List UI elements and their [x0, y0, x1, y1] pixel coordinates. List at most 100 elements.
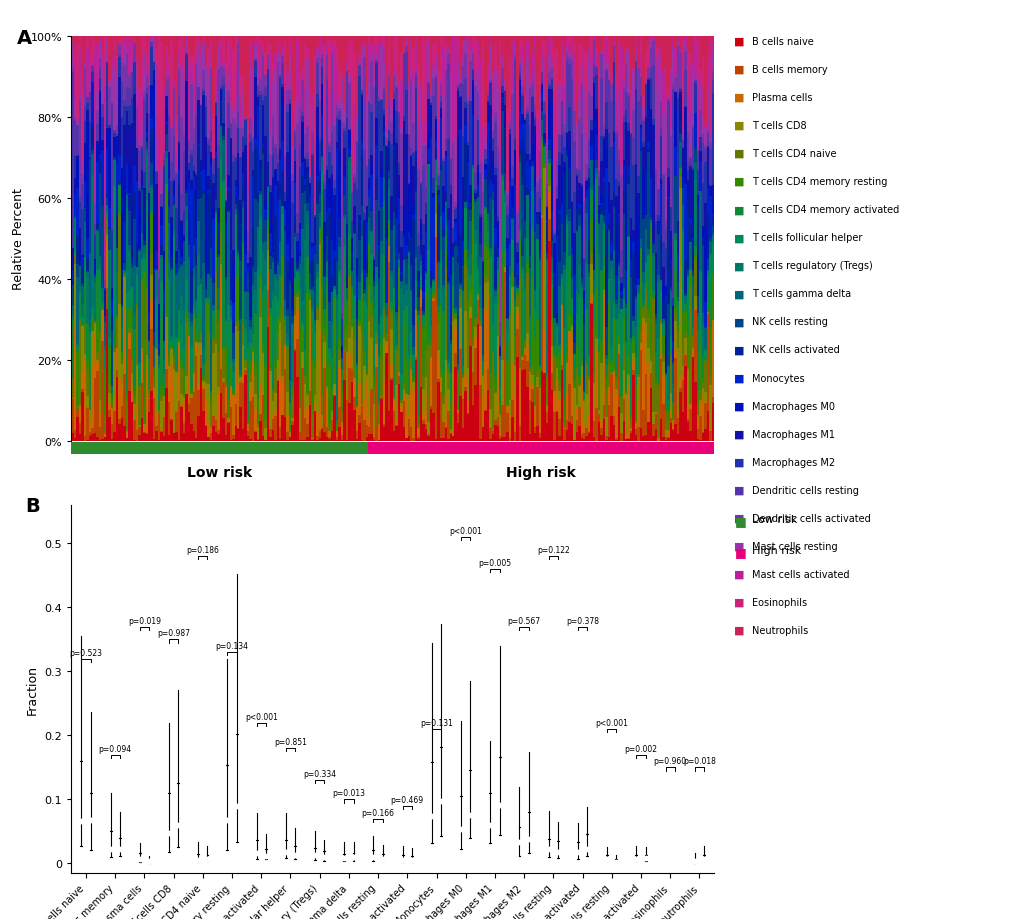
Bar — [193, 112, 195, 130]
Bar — [242, 244, 245, 247]
Bar — [521, 62, 523, 87]
Bar — [614, 369, 618, 377]
Bar — [439, 171, 441, 217]
Bar — [597, 225, 600, 255]
Bar — [689, 123, 691, 157]
Bar — [120, 365, 123, 389]
Bar — [580, 37, 583, 45]
Bar — [538, 93, 540, 153]
Bar — [184, 376, 187, 394]
Bar — [701, 326, 703, 357]
Bar — [89, 160, 91, 254]
Bar — [511, 40, 514, 44]
Bar — [583, 305, 585, 315]
Bar — [148, 85, 151, 115]
Bar — [198, 416, 200, 441]
Bar — [219, 233, 222, 265]
Bar — [501, 104, 503, 112]
Bar — [224, 200, 227, 202]
Bar — [560, 371, 562, 441]
Bar — [634, 286, 637, 290]
Bar — [570, 203, 573, 215]
Bar — [575, 231, 578, 233]
Bar — [390, 197, 392, 220]
Bar — [654, 324, 656, 352]
Bar — [637, 280, 639, 286]
Bar — [505, 216, 508, 239]
Bar — [175, 169, 177, 173]
Bar — [420, 388, 422, 441]
Bar — [526, 259, 528, 265]
Bar — [592, 408, 595, 422]
Bar — [679, 169, 682, 176]
Bar — [560, 175, 562, 205]
Bar — [299, 168, 301, 223]
Bar — [701, 59, 703, 91]
Bar — [630, 91, 632, 94]
Bar — [210, 69, 212, 131]
Bar — [587, 48, 590, 51]
Bar — [193, 268, 195, 279]
Bar — [575, 176, 578, 208]
Bar — [125, 37, 128, 40]
Bar — [370, 270, 373, 301]
Bar — [343, 196, 345, 216]
Bar — [143, 38, 146, 53]
Bar — [612, 417, 614, 425]
Bar — [410, 356, 412, 360]
Bar — [291, 303, 293, 311]
Bar — [304, 384, 306, 413]
Bar — [168, 280, 170, 287]
Bar — [412, 383, 415, 390]
Bar — [639, 346, 642, 351]
Bar — [496, 257, 498, 271]
Bar — [459, 350, 462, 397]
Bar — [432, 45, 434, 63]
Bar — [649, 110, 651, 113]
Bar — [498, 348, 501, 354]
Bar — [474, 245, 476, 307]
Bar — [420, 266, 422, 276]
Bar — [568, 332, 570, 384]
Bar — [711, 244, 713, 272]
Bar — [441, 213, 444, 231]
Bar — [242, 76, 245, 90]
Bar — [625, 66, 627, 93]
Bar — [501, 361, 503, 405]
Bar — [583, 292, 585, 305]
Bar — [412, 71, 415, 83]
Bar — [562, 123, 566, 125]
Bar — [668, 264, 672, 288]
Bar — [343, 195, 345, 196]
Bar — [639, 351, 642, 429]
Bar — [89, 437, 91, 441]
Bar — [175, 155, 177, 169]
Bar — [297, 233, 299, 242]
Bar — [239, 157, 242, 200]
Bar — [151, 214, 153, 255]
Bar — [136, 276, 138, 303]
Bar — [408, 239, 410, 252]
Bar — [392, 147, 394, 150]
Bar — [399, 375, 403, 381]
Bar — [625, 309, 627, 341]
Bar — [281, 55, 283, 57]
Bar — [274, 37, 276, 54]
Bar — [585, 182, 587, 190]
Bar — [353, 234, 356, 295]
Bar — [620, 434, 622, 441]
Bar — [301, 73, 304, 80]
Bar — [604, 231, 607, 327]
Bar — [96, 437, 99, 441]
Bar — [408, 437, 410, 441]
Bar — [708, 39, 711, 132]
Bar — [573, 112, 575, 142]
Bar — [153, 273, 155, 333]
Bar — [249, 40, 252, 42]
Bar — [672, 89, 674, 299]
Bar — [656, 438, 659, 441]
Bar — [595, 75, 597, 110]
Bar — [269, 270, 271, 309]
Bar — [257, 107, 259, 194]
Point — [579, 842, 595, 857]
